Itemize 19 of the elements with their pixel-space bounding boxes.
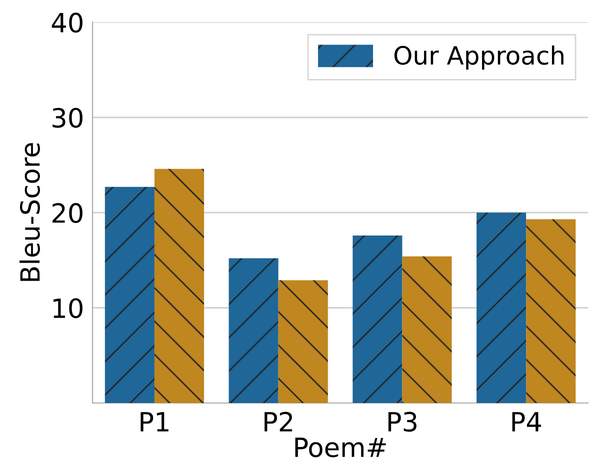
legend-label: Our Approach	[394, 45, 564, 70]
bar	[228, 258, 278, 403]
x-tick-label: P3	[388, 412, 416, 432]
x-tick-label: P4	[512, 412, 541, 432]
y-tick-label: 10	[54, 298, 82, 318]
y-tick-label: 40	[52, 12, 82, 33]
bar	[154, 168, 204, 403]
bar	[104, 186, 154, 403]
y-axis-title: Bleu-Score	[20, 143, 40, 281]
x-tick-label: P1	[140, 412, 168, 432]
bar	[352, 235, 402, 403]
bar	[278, 280, 328, 403]
bar	[476, 212, 526, 403]
bar	[402, 256, 452, 403]
bar	[526, 219, 576, 403]
x-axis-title: Poem#	[295, 438, 386, 458]
y-tick-label: 30	[52, 108, 82, 128]
y-tick-label: 20	[52, 203, 82, 224]
x-tick-label: P2	[264, 412, 292, 432]
